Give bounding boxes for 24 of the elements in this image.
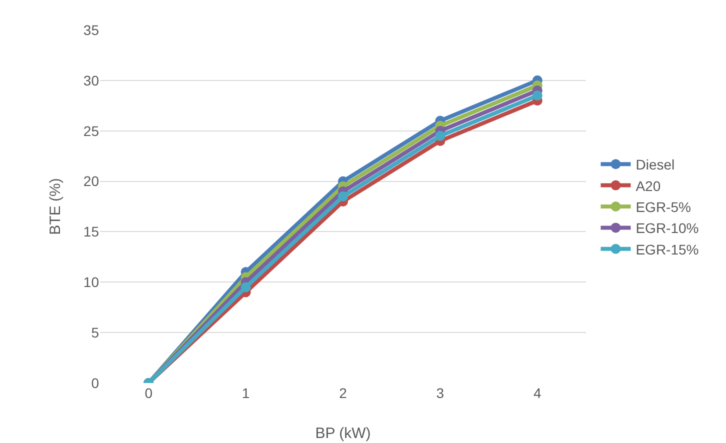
point — [240, 282, 251, 292]
y-tick-label: 15 — [83, 224, 100, 240]
y-tick-label: 35 — [83, 22, 100, 38]
y-tick-label: 25 — [83, 122, 100, 139]
x-axis-title: BP (kW) — [315, 425, 371, 442]
y-axis-title: BTE (%) — [47, 178, 64, 235]
legend-label: EGR-5% — [636, 198, 691, 215]
y-tick-label: 5 — [91, 324, 100, 340]
x-tick-label: 4 — [534, 385, 542, 401]
legend-label: Diesel — [636, 156, 675, 173]
y-tick-label: 30 — [83, 72, 100, 88]
legend-label: A20 — [636, 178, 661, 194]
point — [435, 130, 446, 141]
legend-label: EGR-10% — [636, 220, 699, 236]
x-tick-label: 0 — [144, 385, 153, 401]
x-tick-label: 2 — [339, 385, 348, 401]
point — [532, 90, 542, 101]
legend-label: EGR-15% — [636, 241, 699, 258]
x-tick-label: 1 — [242, 385, 250, 401]
point — [338, 191, 348, 202]
y-tick-label: 20 — [83, 173, 100, 190]
y-tick-label: 10 — [83, 274, 100, 290]
y-tick-label: 0 — [91, 374, 100, 391]
x-tick-label: 3 — [436, 385, 444, 401]
